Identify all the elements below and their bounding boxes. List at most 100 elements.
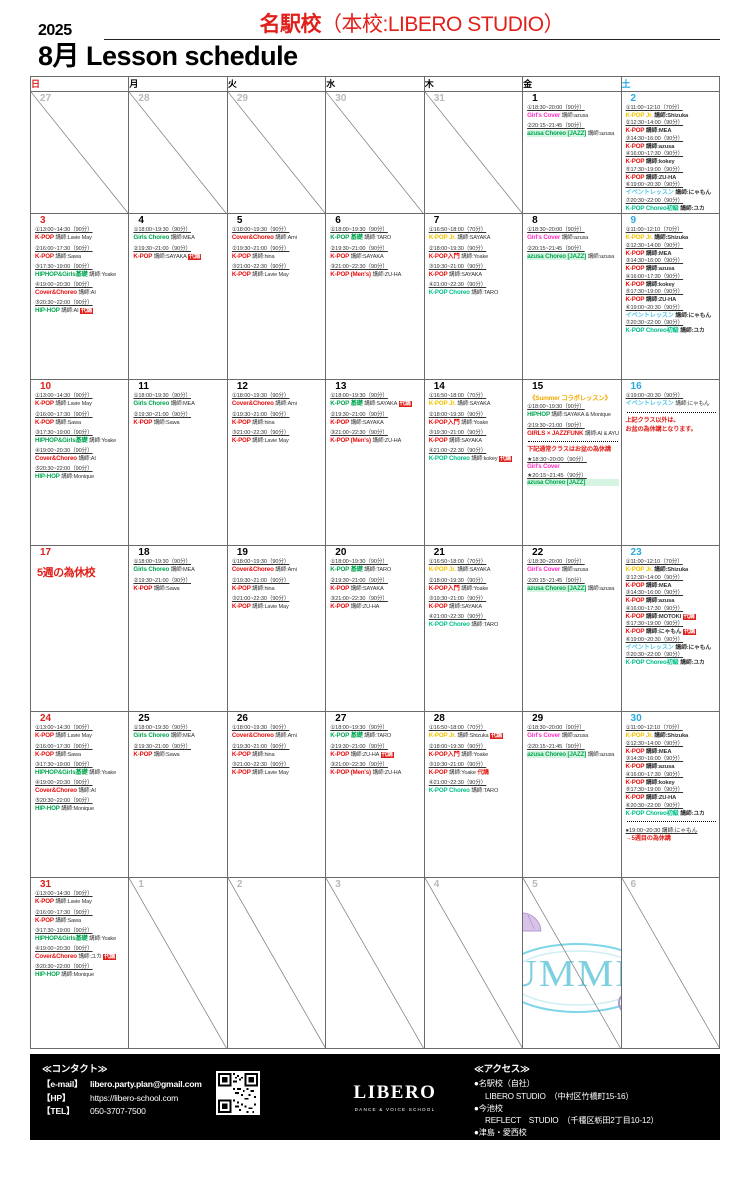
email-value[interactable]: libero.party.plan@gmail.com [90,1079,202,1090]
calendar-day-cell[interactable]: 3 [325,877,425,1050]
lesson-slot[interactable]: ③21:00~22:30（90分） K-POP (Men's) 講師:ZU-HA [330,430,421,445]
lesson-slot[interactable]: ②19:30~21:00（90分） K-POP 講師:SAYAKA [330,578,421,593]
lesson-slot[interactable]: ②19:30~21:00（90分） K-POP 講師:ZU-HA 代講 [330,744,421,759]
lesson-slot[interactable]: ⑤20:30~22:00（90分） HIP-HOP 講師:Monique [35,798,126,813]
lesson-slot[interactable]: ①18:30~20:00（90分） Girl's Cover 講師:azusa [527,227,618,242]
calendar-day-cell[interactable]: 15 《Summer コラボレッスン》 ①18:00~19:30（90分） HIPHO… [522,379,622,547]
calendar-day-cell[interactable]: 25 ①18:00~19:30（90分） Girls Choreo 講師:MEA ②1… [128,711,228,879]
lesson-slot[interactable]: ①18:00~19:30（90分） Girls Choreo 講師:MEA [133,227,224,242]
calendar-day-cell[interactable]: 21 ①16:50~18:00（70分） K-POP Jr. 講師:SAYAKA ②1… [423,545,524,713]
calendar-day-cell[interactable]: 18 ①18:00~19:30（90分） Girls Choreo 講師:MEA ②1… [128,545,228,713]
calendar-day-cell[interactable]: 2 [226,877,327,1050]
tel-value[interactable]: 050-3707-7500 [90,1105,146,1116]
lesson-slot[interactable]: ④21:00~22:30（90分） K-POP Choreo 講師:TARO [429,614,520,629]
lesson-slot[interactable]: ③17:30~19:00（90分） HIPHOP&Girls基礎 講師:Yoake [35,430,126,445]
lesson-slot[interactable]: ①18:00~19:30（90分） K-POP 基礎 講師:TARO [330,559,421,574]
calendar-day-cell[interactable]: 4 ①18:00~19:30（90分） Girls Choreo 講師:MEA ②19… [128,213,228,381]
calendar-day-cell[interactable]: 30 [325,90,425,215]
lesson-slot[interactable]: ②16:00~17:30（90分） K-POP 講師:Sawa [35,246,126,261]
lesson-slot[interactable]: ②19:30~21:00（90分） K-POP 講師:hina [232,578,323,593]
lesson-slot[interactable]: ⑤20:30~22:00（90分） HIP-HOP 講師:Monique [35,466,126,481]
lesson-slot[interactable]: ②18:00~19:30（90分） K-POP入門 講師:Yoake [429,246,520,261]
lesson-slot[interactable]: ②20:15~21:45（90分） azusa Choreo [JAZZ] 講師:… [527,578,618,593]
lesson-slot[interactable]: ②19:30~21:00（90分） K-POP 講師:Sawa [133,412,224,427]
calendar-day-cell[interactable]: 14 ①16:50~18:00（70分） K-POP Jr. 講師:SAYAKA ②1… [423,379,524,547]
lesson-slot[interactable]: ③14:30~16:00（90分） K-POP 講師:azusa [626,136,717,152]
lesson-slot[interactable]: ⑤17:30~19:00（90分） K-POP 講師:ZU-HA [626,289,717,305]
lesson-slot[interactable]: ⑦20:30~22:00（90分） K-POP Choreo初級 講師:ユカ [626,320,717,336]
lesson-slot[interactable]: ⑦20:30~22:00（90分） K-POP Choreo初級 講師:ユカ [626,198,717,213]
calendar-day-cell[interactable]: 28 ①16:50~18:00（70分） K-POP Jr. 講師:Shizuka … [423,711,524,879]
lesson-slot[interactable]: ②19:30~21:00（90分） K-POP 講師:SAYAKA [330,246,421,261]
lesson-slot[interactable]: ④16:00~17:30（90分） K-POP 講師:MOTOKI 代講 [626,606,717,622]
lesson-slot[interactable]: ②12:30~14:00（90分） K-POP 講師:MEA [626,575,717,591]
lesson-slot[interactable]: ②20:15~21:45（90分） azusa Choreo [JAZZ] 講師:… [527,123,618,138]
lesson-slot[interactable]: ①18:00~19:30（90分） Cover&Choreo 講師:Ami [232,559,323,574]
lesson-slot[interactable]: ①11:00~12:10（70分） K-POP Jr. 講師:Shizuka [626,227,717,243]
lesson-slot[interactable]: ①18:30~20:00（90分） Girl's Cover 講師:azusa [527,105,618,120]
lesson-slot[interactable]: ①18:00~19:30（90分） K-POP 基礎 講師:TARO [330,725,421,740]
calendar-day-cell[interactable]: 3 ①13:00~14:30（90分） K-POP 講師:Lavie May ②16:… [29,213,130,381]
lesson-slot[interactable]: ④19:00~20:30（90分） Cover&Choreo 講師:AI [35,448,126,463]
lesson-slot[interactable]: ③19:30~21:00（90分） K-POP 講師:SAYAKA [429,430,520,445]
lesson-slot[interactable]: ③19:30~21:00（90分） K-POP 講師:Yoake 代講 [429,762,520,778]
lesson-slot[interactable]: ④19:00~20:30（90分） Cover&Choreo 講師:AI [35,282,126,297]
lesson-slot[interactable]: ⑥20:30~22:00（90分） K-POP Choreo初級 講師:ユカ [626,803,717,819]
lesson-slot[interactable]: ②16:00~17:30（90分） K-POP 講師:Sawa [35,910,126,925]
lesson-slot[interactable]: ③17:30~19:00（90分） HIPHOP&Girls基礎 講師:Yoake [35,928,126,943]
calendar-day-cell[interactable]: 1 [128,877,228,1050]
lesson-slot[interactable]: ①13:00~14:30（90分） K-POP 講師:Lavie May [35,393,126,408]
lesson-slot[interactable]: ③19:30~21:00（90分） K-POP 講師:SAYAKA [429,596,520,611]
lesson-slot[interactable]: ③14:30~16:00（90分） K-POP 講師:azusa [626,756,717,772]
calendar-day-cell[interactable]: 11 ①18:00~19:30（90分） Girls Choreo 講師:MEA ②1… [128,379,228,547]
lesson-slot[interactable]: ③21:00~22:30（90分） K-POP 講師:Lavie May [232,762,323,777]
lesson-slot[interactable]: ③14:30~16:00（90分） K-POP 講師:azusa [626,590,717,606]
calendar-day-cell[interactable]: 29 ①18:30~20:00（90分） Girl's Cover 講師:azusa… [522,711,622,879]
lesson-slot[interactable]: ①13:00~14:30（90分） K-POP 講師:Lavie May [35,891,126,906]
calendar-day-cell[interactable]: 29 [226,90,327,215]
lesson-slot[interactable]: ④21:00~22:30（90分） K-POP Choreo 講師:TARO [429,282,520,297]
lesson-slot[interactable]: ①11:00~12:10（70分） K-POP Jr. 講師:Shizuka [626,559,717,575]
lesson-slot[interactable]: ④16:00~17:30（90分） K-POP 講師:kokey [626,151,717,167]
lesson-slot[interactable]: ⑥19:00~20:30（90分） イベントレッスン 講師:にゃもん [626,305,717,321]
calendar-day-cell[interactable]: 24 ①13:00~14:30（90分） K-POP 講師:Lavie May ②16… [29,711,130,879]
lesson-slot[interactable]: ①18:00~19:30（90分） HIPHOP 講師:SAYAKA & Moni… [527,404,618,419]
calendar-day-cell[interactable]: 2 ①11:00~12:10（70分） K-POP Jr. 講師:Shizuka ②1… [620,90,721,215]
lesson-slot[interactable]: ⑤17:30~19:00（90分） K-POP 講師:ZU-HA [626,787,717,803]
lesson-slot[interactable]: ①16:50~18:00（70分） K-POP Jr. 講師:SAYAKA [429,227,520,242]
lesson-slot[interactable]: ①18:00~19:30（90分） Girls Choreo 講師:MEA [133,393,224,408]
lesson-slot[interactable]: ①18:00~19:30（90分） K-POP 基礎 講師:TARO [330,227,421,242]
lesson-slot[interactable]: ②18:00~19:30（90分） K-POP入門 講師:Yoake [429,412,520,427]
lesson-slot[interactable]: ①16:50~18:00（70分） K-POP Jr. 講師:SAYAKA [429,393,520,408]
lesson-slot[interactable]: ①18:00~19:30（90分） Cover&Choreo 講師:Ami [232,393,323,408]
lesson-slot[interactable]: ⑥19:00~20:30（90分） イベントレッスン 講師:にゃもん [626,182,717,198]
calendar-day-cell[interactable]: 19 ①18:00~19:30（90分） Cover&Choreo 講師:Ami ②1… [226,545,327,713]
lesson-slot[interactable]: ②19:30~21:00（90分） K-POP 講師:Sawa [133,744,224,759]
lesson-slot[interactable]: ②16:00~17:30（90分） K-POP 講師:Sawa [35,412,126,427]
lesson-slot[interactable]: ③21:00~22:30（90分） K-POP (Men's) 講師:ZU-HA [330,264,421,279]
calendar-day-cell[interactable]: 26 ①18:00~19:30（90分） Cover&Choreo 講師:Ami ②1… [226,711,327,879]
lesson-slot[interactable]: ②12:30~14:00（90分） K-POP 講師:MEA [626,243,717,259]
calendar-day-cell[interactable]: 5 ①18:00~19:30（90分） Cover&Choreo 講師:Ami ②19… [226,213,327,381]
calendar-day-cell[interactable]: 6 [620,877,721,1050]
calendar-day-cell[interactable]: 27 ①18:00~19:30（90分） K-POP 基礎 講師:TARO ②19:3… [325,711,425,879]
lesson-slot[interactable]: ②19:30~21:00（90分） K-POP 講師:SAYAKA 代講 [133,246,224,261]
calendar-day-cell[interactable]: 20 ①18:00~19:30（90分） K-POP 基礎 講師:TARO ②19:3… [325,545,425,713]
lesson-slot[interactable]: ⑤17:30~19:00（90分） K-POP 講師:ZU-HA [626,167,717,183]
lesson-slot[interactable]: ①18:00~19:30（90分） Girls Choreo 講師:MEA [133,559,224,574]
lesson-slot[interactable]: ③14:30~16:00（90分） K-POP 講師:azusa [626,258,717,274]
lesson-slot[interactable]: ②19:30~21:00（90分） GIRLS × JAZZFUNK 講師:AI … [527,423,619,438]
calendar-day-cell[interactable]: SUMMER 5 [522,877,622,1050]
lesson-slot[interactable]: ①13:00~14:30（90分） K-POP 講師:Lavie May [35,725,126,740]
lesson-slot[interactable]: ③21:00~22:30（90分） K-POP 講師:ZU-HA [330,596,421,611]
calendar-day-cell[interactable]: 1 ①18:30~20:00（90分） Girl's Cover 講師:azusa ②… [522,90,622,215]
lesson-slot[interactable]: ⑦20:30~22:00（90分） K-POP Choreo初級 講師:ユカ [626,652,717,668]
lesson-slot[interactable]: ④19:00~20:30（90分） Cover&Choreo 講師:ユカ 代講 [35,946,126,961]
calendar-day-cell[interactable]: 28 [128,90,228,215]
calendar-day-cell[interactable]: 4 [423,877,524,1050]
lesson-slot[interactable]: ④19:00~20:30（90分） Cover&Choreo 講師:AI [35,780,126,795]
lesson-slot[interactable]: ②19:30~21:00（90分） K-POP 講師:SAYAKA [330,412,421,427]
calendar-day-cell[interactable]: 10 ①13:00~14:30（90分） K-POP 講師:Lavie May ②16… [29,379,130,547]
lesson-slot[interactable]: ⑤17:30~19:00（90分） K-POP 講師:にゃもん 代講 [626,621,717,637]
lesson-slot[interactable]: ⑤20:30~22:00（90分） HIP-HOP 講師:Monique [35,964,126,979]
